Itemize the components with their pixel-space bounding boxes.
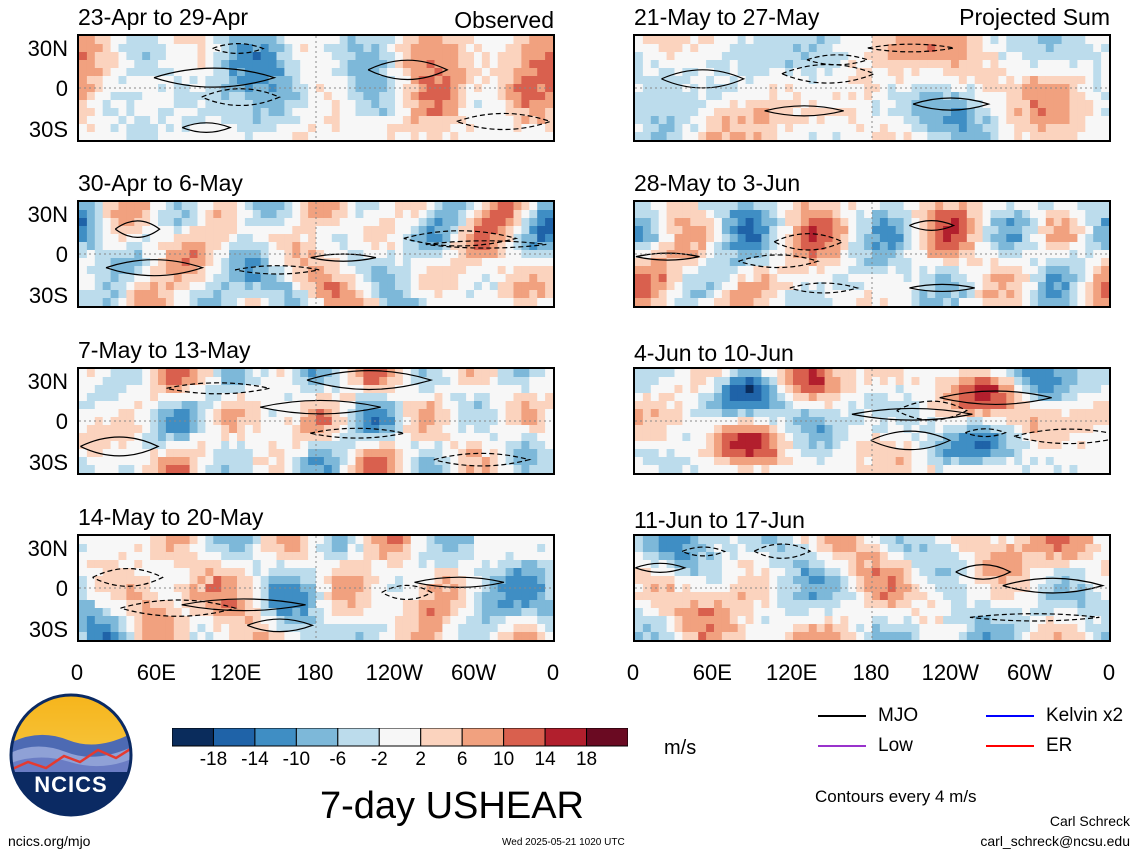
colorbar-tick-label: 18: [575, 749, 598, 770]
y-tick-label: 30S: [28, 450, 68, 475]
y-tick-label: 30S: [28, 283, 68, 308]
colorbar-segment: [254, 727, 297, 747]
panel-title: 7-May to 13-May: [78, 337, 251, 363]
heatmap-panel: [633, 34, 1111, 142]
colorbar-tick-label: -2: [370, 749, 388, 770]
x-tick-label: 0: [70, 660, 84, 685]
colorbar-segment: [171, 727, 214, 747]
colorbar-tick-label: -18: [199, 749, 228, 770]
panel-title: 28-May to 3-Jun: [634, 170, 801, 196]
colorbar-tick-label: -14: [241, 749, 269, 770]
colorbar-tick-label: 14: [534, 749, 556, 770]
colorbar-segment: [295, 727, 339, 747]
x-tick-label: 0: [626, 660, 640, 685]
source-url[interactable]: ncics.org/mjo: [8, 833, 91, 849]
x-tick-label: 180: [296, 660, 334, 685]
y-tick-label: 30N: [27, 369, 68, 394]
panel-title: 14-May to 20-May: [78, 504, 264, 530]
y-tick-label: 0: [55, 242, 68, 267]
chart-title: 7-day USHEAR: [320, 785, 584, 827]
legend-label-low: Low: [878, 735, 913, 756]
legend-label-er: ER: [1046, 735, 1073, 756]
panel-title: 11-Jun to 17-Jun: [634, 507, 805, 533]
contour-note: Contours every 4 m/s: [815, 787, 977, 806]
legend-swatch-kelvin: [986, 715, 1034, 717]
colorbar-segment: [544, 727, 588, 747]
y-tick-label: 0: [55, 576, 68, 601]
x-tick-label: 60E: [136, 660, 176, 685]
y-tick-label: 0: [55, 76, 68, 101]
panel-title: 30-Apr to 6-May: [78, 170, 243, 196]
panel-title: 4-Jun to 10-Jun: [634, 340, 794, 366]
colorbar-segment: [420, 727, 463, 747]
colorbar-tick-label: 10: [493, 749, 515, 770]
colorbar-segment: [212, 727, 256, 747]
colorbar-segment: [337, 727, 380, 747]
x-tick-label: 60W: [1007, 660, 1053, 685]
y-tick-label: 30S: [28, 617, 68, 642]
colorbar-tick-label: -6: [329, 749, 347, 770]
y-tick-label: 30N: [27, 36, 68, 61]
colorbar: [171, 727, 629, 753]
legend-swatch-er: [986, 745, 1034, 747]
author-email[interactable]: carl_schreck@ncsu.edu: [980, 833, 1130, 849]
author: Carl Schreck: [1049, 813, 1130, 829]
units-label: m/s: [664, 737, 697, 759]
x-tick-label: 120E: [765, 660, 818, 685]
heatmap-panel: [77, 200, 555, 308]
colorbar-tick-label: 2: [415, 749, 426, 770]
heatmap-panel: [633, 200, 1111, 308]
x-tick-label: 120E: [209, 660, 262, 685]
colorbar-tick-label: 6: [456, 749, 468, 770]
x-tick-label: 180: [852, 660, 890, 685]
heatmap-panel: [77, 534, 555, 642]
logo-text: NCICS: [34, 772, 108, 797]
y-tick-label: 30N: [27, 202, 68, 227]
column-tag: Projected Sum: [959, 4, 1110, 30]
timestamp: Wed 2025-05-21 1020 UTC: [502, 837, 625, 848]
x-tick-label: 60E: [692, 660, 732, 685]
y-tick-label: 30N: [27, 536, 68, 561]
legend-swatch-mjo: [818, 715, 866, 717]
x-tick-label: 0: [546, 660, 560, 685]
heatmap-panel: [77, 367, 555, 475]
heatmap-panel: [77, 34, 555, 142]
panel-title: 21-May to 27-May: [634, 4, 820, 30]
x-tick-label: 120W: [921, 660, 980, 685]
colorbar-segment: [461, 727, 505, 747]
heatmap-panel: [633, 367, 1111, 475]
ncics-logo: NCICS: [8, 692, 134, 818]
x-tick-label: 60W: [451, 660, 497, 685]
column-tag: Observed: [454, 7, 554, 33]
legend-label-kelvin: Kelvin x2: [1046, 705, 1124, 726]
legend-label-mjo: MJO: [878, 705, 919, 726]
y-tick-label: 0: [55, 409, 68, 434]
heatmap-panel: [633, 534, 1111, 642]
y-tick-label: 30S: [28, 117, 68, 142]
colorbar-segment: [378, 727, 422, 747]
colorbar-segment: [503, 727, 546, 747]
legend-swatch-low: [818, 745, 866, 747]
panel-title: 23-Apr to 29-Apr: [78, 4, 249, 30]
colorbar-segment: [586, 727, 629, 747]
x-tick-label: 0: [1102, 660, 1116, 685]
colorbar-tick-label: -10: [282, 749, 311, 770]
x-tick-label: 120W: [365, 660, 424, 685]
